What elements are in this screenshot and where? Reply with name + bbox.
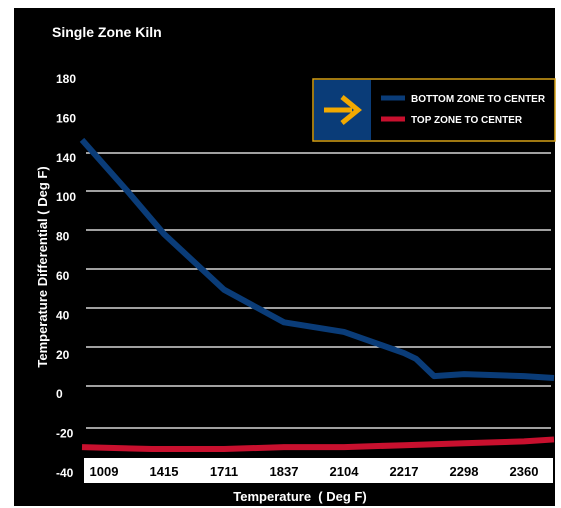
- x-tick-label: 2104: [330, 464, 360, 479]
- series-line-bottom-zone: [79, 137, 555, 381]
- y-tick-label: 180: [56, 72, 76, 86]
- x-axis-label: Temperature ( Deg F): [233, 489, 366, 504]
- x-tick-label: 2217: [390, 464, 419, 479]
- legend-label-bottom-zone: BOTTOM ZONE TO CENTER: [411, 94, 546, 105]
- legend: BOTTOM ZONE TO CENTER TOP ZONE TO CENTER: [312, 78, 556, 142]
- x-axis-band: [84, 458, 553, 483]
- x-tick-label: 2298: [450, 464, 479, 479]
- y-tick-label: -20: [56, 427, 74, 441]
- y-tick-label: 40: [56, 308, 70, 322]
- chart-title: Single Zone Kiln: [52, 24, 162, 40]
- y-axis-ticks: 180 160 140 100 80 60 40 20 0 -20 -40: [56, 72, 76, 480]
- x-tick-label: 1009: [90, 464, 119, 479]
- x-tick-label: 1415: [150, 464, 179, 479]
- x-tick-label: 1837: [270, 464, 299, 479]
- right-arrow-icon: [324, 95, 362, 125]
- y-tick-label: 160: [56, 111, 76, 125]
- y-tick-label: 60: [56, 269, 70, 283]
- y-tick-label: 80: [56, 230, 70, 244]
- y-axis-label: Temperature Differential ( Deg F): [35, 166, 50, 367]
- y-tick-label: 20: [56, 348, 70, 362]
- y-tick-label: -40: [56, 466, 74, 480]
- legend-label-top-zone: TOP ZONE TO CENTER: [411, 115, 523, 126]
- y-tick-label: 100: [56, 190, 76, 204]
- x-tick-label: 1711: [210, 464, 238, 479]
- series-line-top-zone: [81, 436, 555, 453]
- y-tick-label: 0: [56, 387, 63, 401]
- series-lines: [79, 137, 555, 453]
- x-tick-label: 2360: [510, 464, 539, 479]
- x-axis-ticks: 1009 1415 1711 1837 2104 2217 2298 2360: [90, 464, 539, 479]
- y-tick-label: 140: [56, 151, 76, 165]
